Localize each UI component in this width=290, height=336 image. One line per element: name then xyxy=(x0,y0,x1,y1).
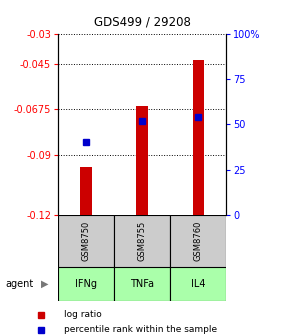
Bar xyxy=(114,215,170,267)
Text: TNFa: TNFa xyxy=(130,279,154,289)
Bar xyxy=(193,60,204,215)
Bar xyxy=(58,267,114,301)
Text: IL4: IL4 xyxy=(191,279,205,289)
Bar xyxy=(58,215,114,267)
Text: GSM8760: GSM8760 xyxy=(194,221,203,261)
Text: percentile rank within the sample: percentile rank within the sample xyxy=(64,326,217,334)
Text: GSM8750: GSM8750 xyxy=(81,221,90,261)
Bar xyxy=(80,167,92,215)
Text: agent: agent xyxy=(6,279,34,289)
Bar xyxy=(170,267,226,301)
Bar xyxy=(114,267,170,301)
Bar xyxy=(137,106,148,215)
Text: log ratio: log ratio xyxy=(64,310,101,319)
Bar xyxy=(170,215,226,267)
Text: GSM8755: GSM8755 xyxy=(137,221,147,261)
Text: GDS499 / 29208: GDS499 / 29208 xyxy=(94,15,191,28)
Text: IFNg: IFNg xyxy=(75,279,97,289)
Text: ▶: ▶ xyxy=(41,279,49,289)
